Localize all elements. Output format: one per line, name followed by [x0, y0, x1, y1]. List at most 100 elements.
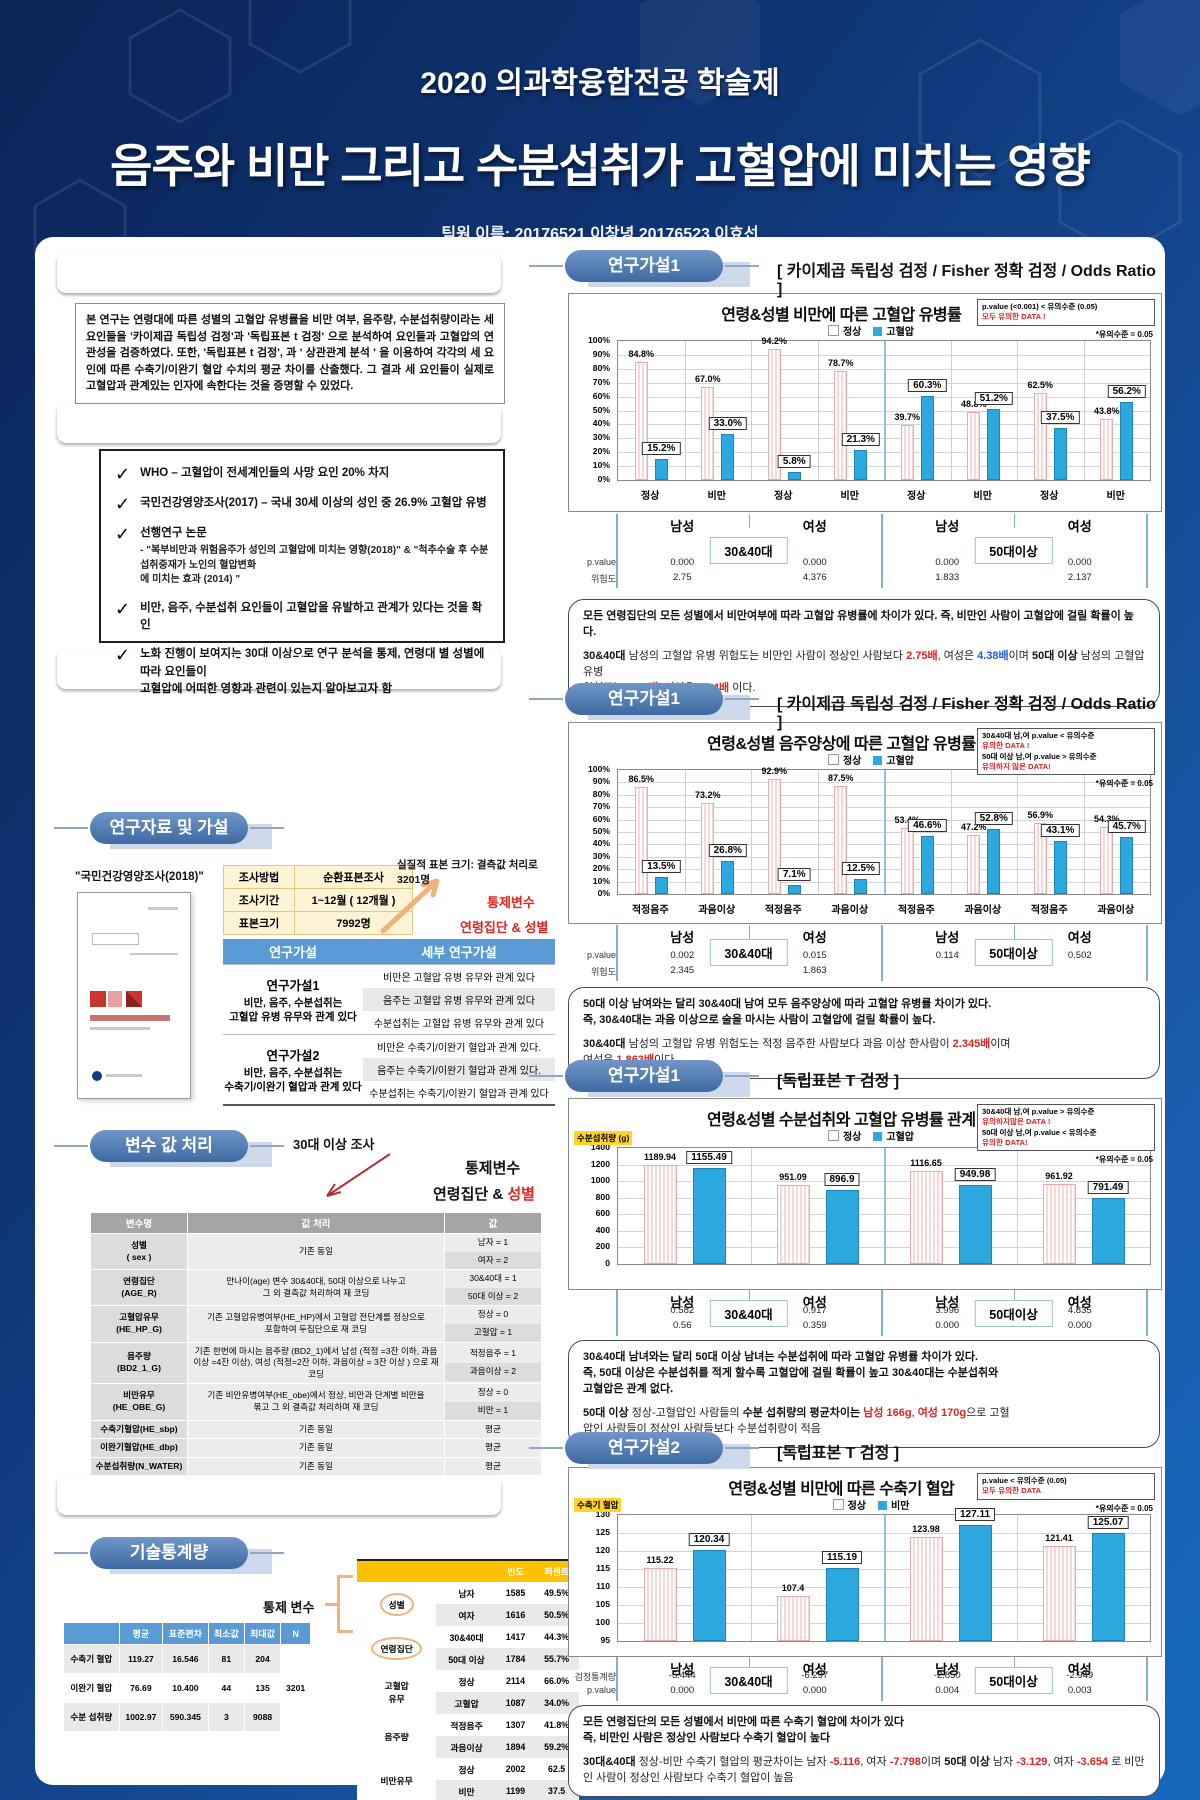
- group-separator-line: [881, 1657, 883, 1701]
- var-value: 고혈압 = 1: [445, 1323, 541, 1342]
- stat-n-value: 3201: [280, 1644, 311, 1732]
- thumb-line: [148, 907, 178, 910]
- freq-value: 여자: [436, 1604, 497, 1626]
- cell-separator: [884, 770, 886, 894]
- gender-label: 남성: [670, 1295, 695, 1310]
- group-separator-line: [1146, 1290, 1148, 1336]
- bar-highlight: [920, 836, 934, 894]
- bar-highlight: [721, 434, 735, 480]
- cell-separator: [884, 1515, 886, 1641]
- control-var-label: 통제 변수: [263, 1600, 315, 1615]
- table-row: 고혈압 유무 정상 2114 66.0%: [357, 1670, 579, 1714]
- gender-label: 남성: [935, 1295, 960, 1310]
- stat-value: 204: [243, 1644, 282, 1674]
- descriptive-stats-pill: 기술통계량: [54, 1537, 284, 1569]
- table-row: 이완기 혈압 76.69 10.400 44 135: [63, 1673, 311, 1703]
- purpose-item: ✓ 비만, 음주, 수분섭취 요인들이 고혈압을 유발하고 관계가 있다는 것을 …: [115, 600, 491, 635]
- y-tick-label: 40%: [592, 838, 610, 849]
- plot-area: 86.5% 13.5% 73.2% 26.8% 92.9% 7.1% 87.5% 12.5% 5…: [617, 766, 1151, 895]
- table-row: 수분섭취량(N_WATER) 기존 동일 평균: [90, 1456, 542, 1477]
- freq-group-label: 음주량: [357, 1714, 437, 1758]
- chart-stats-block: 남성 여성 남성 여성 30&40대 50대이상 0.582 0.917 3.996 4.835 0…: [568, 1290, 1160, 1336]
- bar-normal: [776, 1185, 810, 1264]
- text-segment: 2.75배: [906, 649, 938, 662]
- plot-area: 84.8% 15.2% 67.0% 33.0% 94.2% 5.8% 78.7% 21.3% 3…: [617, 336, 1151, 481]
- hypo-title: 연구가설1: [266, 978, 320, 993]
- bar-normal: [767, 349, 781, 480]
- x-sublabel: 적정음주: [764, 905, 802, 916]
- purpose-main: 노화 진행이 보여지는 30대 이상으로 연구 분석을 통제, 연령대 별 성별…: [140, 648, 485, 695]
- text-segment: 모든 연령집단의 모든 성별에서 비만에 따른 수축기 혈압에 차이가 있다 즉…: [583, 1716, 904, 1744]
- y-tick-label: 30%: [592, 432, 610, 443]
- group-separator-line: [1146, 514, 1148, 588]
- freq-value: 59.2%: [534, 1736, 579, 1758]
- y-tick-label: 105: [595, 1599, 610, 1609]
- hypo-title: 연구가설2: [266, 1048, 320, 1063]
- y-tick-label: 100%: [588, 764, 610, 774]
- check-icon: ✓: [115, 494, 131, 514]
- purpose-text: 국민건강영양조사(2017) – 국내 30세 이상의 성인 중 26.9% 고…: [140, 495, 487, 513]
- hypo-detail-row: 수분섭취는 고혈압 유병 유무와 관계 있다: [373, 1019, 545, 1030]
- bar-value-label: 48.8%: [961, 399, 987, 409]
- hypo-name-cell: 연구가설2 비만, 음주, 수분섭취는 수축기/이완기 혈압과 관계 있다: [223, 1035, 363, 1104]
- stat-value: 0.000: [1067, 557, 1092, 568]
- age-connector-line: [1013, 925, 1015, 939]
- bar-value-label: 67.0%: [694, 373, 721, 384]
- bar-value-label: 47.2%: [960, 822, 987, 833]
- freq-value: 34.0%: [534, 1692, 579, 1714]
- chart-title: 연령&성별 비만에 따른 수축기 혈압: [728, 1481, 955, 1498]
- alpha-note: *유의수준 = 0.05: [1095, 330, 1153, 339]
- bar-value-label-boxed: 7.1%: [777, 868, 811, 882]
- bar-value-label: 53.4%: [894, 815, 920, 825]
- note-line: 모두 유의한 DATA: [982, 1486, 1042, 1496]
- legend-swatch-highlight: [878, 1501, 887, 1510]
- hypo-block: 연구가설1 비만, 음주, 수분섭취는 고혈압 유병 유무와 관계 있다 비만은 고…: [223, 964, 555, 1034]
- stat-value: 0.003: [1067, 1685, 1092, 1696]
- table-header-empty: [357, 1560, 497, 1582]
- var-value-cell: 정상 = 0 비만 = 1: [444, 1383, 542, 1421]
- bar-normal: [643, 1568, 677, 1641]
- stat-value: 590.345: [162, 1702, 209, 1732]
- y-tick-label: 0%: [597, 888, 610, 898]
- text-segment: 남성의 고혈압 유병 위험도는 적정 음주한 사람보다 과음 이상 한사람이: [625, 1037, 953, 1050]
- chart-drinking-hypertension: 연령&성별 음주양상에 따른 고혈압 유병률 정상 고혈압 30&40대 남,여 p.…: [568, 722, 1162, 924]
- purpose-main: 비만, 음주, 수분섭취 요인들이 고혈압을 유발하고 관계가 있다는 것을 확…: [140, 601, 483, 631]
- control-var-black: 통제변수: [465, 1160, 521, 1177]
- group-separator-line: [616, 1657, 618, 1701]
- legend-item: 고혈압: [861, 1132, 914, 1143]
- conclusion-box: 50대 이상 남여와는 달리 30&40대 남여 모두 음주양상에 따라 고혈압…: [568, 987, 1160, 1079]
- var-value: 평균: [485, 1460, 501, 1471]
- y-tick-label: 90%: [592, 776, 610, 787]
- legend-item: 고혈압: [861, 327, 914, 338]
- y-tick-label: 120: [595, 1545, 610, 1555]
- purpose-text: 선행연구 논문 - "복부비만과 위험음주가 성인의 고혈압에 미치는 영향(20…: [140, 525, 491, 588]
- table-header-row: 빈도 퍼센트: [357, 1560, 579, 1582]
- purpose-main: 선행연구 논문: [140, 527, 207, 539]
- var-value: 정상 = 0: [477, 1387, 509, 1398]
- var-value: 과음이상 = 2: [445, 1362, 541, 1381]
- gender-label: 여성: [1067, 930, 1092, 945]
- text-segment: 정상-비만 수축기 혈압의 평균차이는 남자: [635, 1755, 830, 1768]
- freq-value: 남자: [458, 1588, 475, 1599]
- cell-separator: [1083, 341, 1085, 480]
- var-name-cell: 이완기혈압(HE_dbp): [90, 1438, 188, 1458]
- stat-value: 76.69: [118, 1673, 164, 1703]
- freq-value: 과음이상: [436, 1736, 497, 1758]
- table-row: 연령집단 30&40대 1417 44.3%: [357, 1626, 579, 1670]
- y-tick-label: 50%: [592, 826, 610, 836]
- group-separator-line: [881, 514, 883, 588]
- text-segment: 30&40대 남녀와는 달리 50대 이상 남녀는 수분섭취에 따라 고혈압 유…: [583, 1351, 999, 1395]
- var-process-cell: 기존 동일: [187, 1232, 445, 1271]
- var-value: 30&40대 = 1: [469, 1273, 517, 1284]
- stat-row-label: p.value: [586, 1685, 616, 1695]
- bar-value-label-boxed: 5.8%: [777, 454, 811, 468]
- stat-value: 0.002: [670, 950, 695, 961]
- y-tick-label: 1200: [590, 1158, 610, 1169]
- bar-value-label: 39.7%: [894, 411, 921, 422]
- freq-group-label: 비만유무: [357, 1758, 437, 1800]
- note-line: 유의한 DATA!: [982, 1137, 1028, 1147]
- thumb-line: [130, 953, 178, 955]
- gender-label: 남성: [935, 1662, 960, 1677]
- age-group-box: 30&40대: [709, 1667, 788, 1694]
